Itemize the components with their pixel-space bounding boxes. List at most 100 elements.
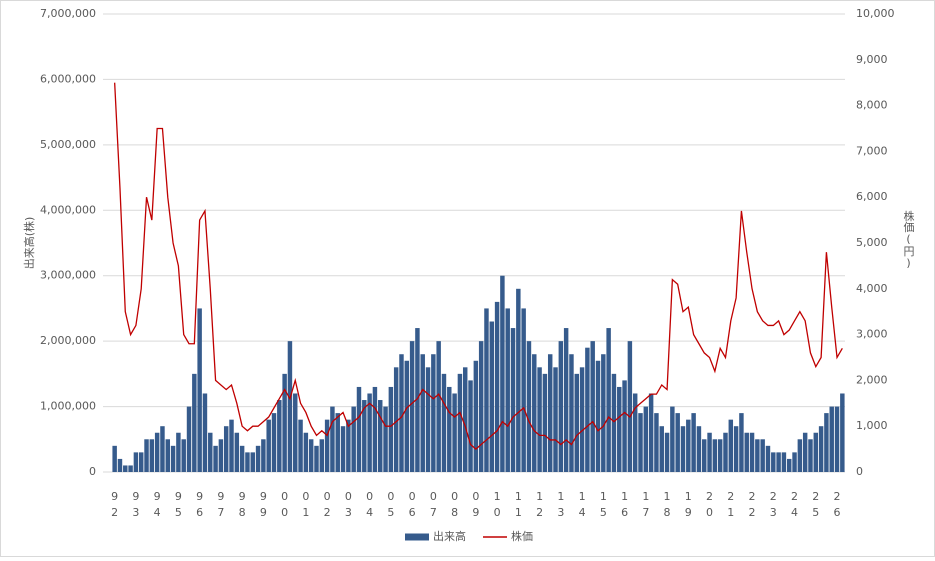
bar	[590, 341, 595, 472]
x-tick-label: 21	[724, 490, 737, 522]
x-tick-label: 24	[788, 490, 801, 522]
y2-tick-label: 3,000	[856, 328, 888, 341]
bar	[537, 367, 542, 472]
bar	[739, 413, 744, 472]
bar	[654, 413, 659, 472]
bar	[611, 373, 617, 472]
bar	[409, 341, 415, 472]
bar	[670, 406, 675, 472]
bar	[420, 354, 425, 472]
bar	[749, 432, 755, 472]
y-tick-label: 0	[89, 465, 96, 478]
bar	[462, 367, 468, 472]
bar	[532, 354, 537, 472]
bar	[149, 439, 155, 472]
bar	[723, 432, 728, 472]
x-tick-label: 93	[129, 490, 142, 522]
bar	[367, 393, 372, 472]
bar	[388, 386, 394, 472]
bar	[123, 465, 128, 472]
x-tick-label: 22	[746, 490, 759, 522]
bar	[606, 328, 611, 472]
legend-label: 出来高	[433, 529, 466, 543]
bar	[797, 439, 803, 472]
bar	[691, 413, 696, 472]
bar	[643, 406, 649, 472]
bar	[154, 432, 160, 472]
y2-tick-label: 5,000	[856, 236, 888, 249]
x-tick-label: 07	[427, 490, 440, 522]
bar	[176, 432, 181, 472]
bar	[707, 432, 712, 472]
bar	[638, 413, 643, 472]
bar	[510, 328, 516, 472]
legend-label: 株価	[511, 529, 533, 543]
x-tick-label: 05	[384, 490, 397, 522]
bar	[622, 380, 627, 472]
bar	[229, 419, 234, 472]
bar	[197, 308, 202, 472]
bar	[473, 360, 479, 472]
bar	[563, 328, 569, 472]
y-axis-title: 出来高(株)	[22, 217, 36, 270]
x-tick-label: 95	[172, 490, 185, 522]
bar	[818, 426, 824, 472]
legend-swatch	[405, 533, 429, 541]
bar	[160, 426, 165, 472]
bar	[202, 393, 208, 472]
x-tick-label: 14	[576, 490, 589, 522]
bar	[425, 367, 431, 472]
y2-axis-title: 株価(円)	[902, 209, 915, 269]
bar	[478, 341, 484, 472]
x-tick-label: 06	[406, 490, 419, 522]
x-tick-label: 25	[809, 490, 822, 522]
bar	[786, 458, 792, 472]
bar	[776, 452, 781, 472]
x-tick-label: 98	[236, 490, 249, 522]
bar	[303, 432, 309, 472]
bar	[744, 432, 749, 472]
bar	[696, 426, 702, 472]
x-tick-label: 92	[108, 490, 121, 522]
bar	[399, 354, 404, 472]
bar	[627, 341, 633, 472]
bar	[494, 301, 500, 472]
y2-tick-label: 1,000	[856, 419, 888, 432]
y-tick-label: 7,000,000	[40, 7, 96, 20]
bar	[569, 354, 574, 472]
bar	[792, 452, 797, 472]
x-tick-label: 15	[597, 490, 610, 522]
bar	[829, 406, 834, 472]
bar	[755, 439, 760, 472]
bar	[223, 426, 229, 472]
bar	[733, 426, 739, 472]
bar	[208, 432, 213, 472]
bar	[521, 308, 526, 472]
bar	[500, 275, 505, 472]
bar	[117, 458, 123, 472]
bar	[717, 439, 723, 472]
bar	[834, 406, 840, 472]
bar	[234, 432, 240, 472]
bar	[441, 373, 447, 472]
bar	[415, 328, 420, 472]
bar	[138, 452, 144, 472]
bar	[287, 341, 293, 472]
bar	[468, 380, 473, 472]
bar	[686, 419, 691, 472]
x-tick-label: 18	[661, 490, 674, 522]
bar	[335, 413, 340, 472]
bar	[728, 419, 734, 472]
x-tick-label: 94	[151, 490, 164, 522]
bar	[553, 367, 558, 472]
x-tick-label: 99	[257, 490, 270, 522]
bar	[372, 386, 378, 472]
bar	[340, 426, 346, 472]
bar	[802, 432, 808, 472]
bar	[261, 439, 266, 472]
y2-tick-label: 7,000	[856, 144, 888, 157]
bar	[181, 439, 186, 472]
x-tick-label: 00	[278, 490, 291, 522]
x-tick-label: 19	[682, 490, 695, 522]
bar	[664, 432, 670, 472]
